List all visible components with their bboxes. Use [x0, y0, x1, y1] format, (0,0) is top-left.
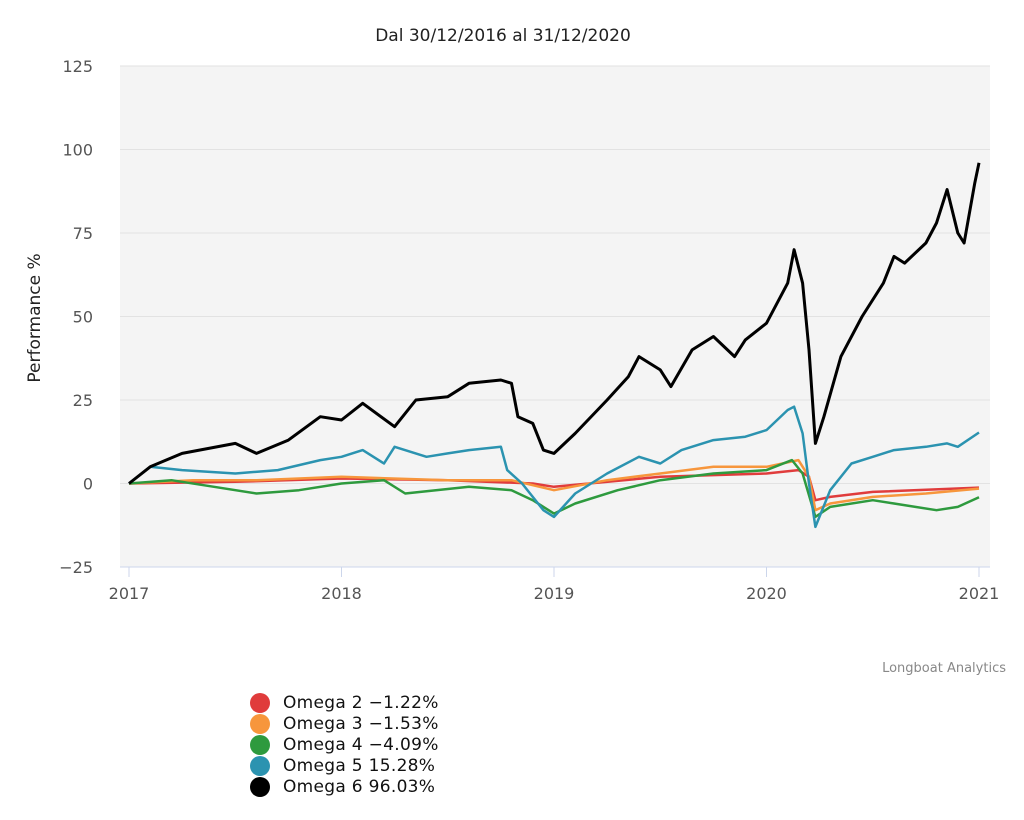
series-line-omega-3 [128, 458, 980, 512]
y-tick-label: 25 [73, 391, 93, 410]
series-line-omega-5 [128, 405, 980, 529]
x-tick-label: 2021 [959, 584, 1000, 603]
legend-label: Omega 2 −1.22% [283, 692, 439, 713]
legend-item-omega-3[interactable]: Omega 3 −1.53% [250, 713, 439, 734]
chart-credits[interactable]: Longboat Analytics [882, 661, 1006, 676]
legend-label: Omega 6 96.03% [283, 776, 436, 797]
chart-title: Dal 30/12/2016 al 31/12/2020 [375, 26, 631, 46]
series-lines [128, 162, 981, 529]
legend-label: Omega 5 15.28% [283, 755, 436, 776]
legend-item-omega-4[interactable]: Omega 4 −4.09% [250, 734, 439, 755]
legend-marker-icon [250, 755, 270, 776]
y-tick-label: −25 [59, 558, 93, 577]
y-tick-label: 100 [62, 141, 93, 160]
legend-label: Omega 3 −1.53% [283, 713, 439, 734]
y-axis-ticks: −25 0 25 50 75 100 125 [59, 57, 93, 577]
x-tick-label: 2020 [746, 584, 787, 603]
y-tick-label: 125 [62, 57, 93, 76]
legend-marker-icon [250, 692, 270, 713]
y-tick-label: 0 [83, 475, 93, 494]
gridlines [120, 65, 990, 484]
y-tick-label: 50 [73, 308, 93, 327]
x-axis-ticks: 2017 2018 2019 2020 2021 [109, 566, 1000, 603]
series-line-omega-6 [128, 162, 981, 485]
series-line-omega-4 [128, 458, 980, 519]
legend-marker-icon [250, 734, 270, 755]
legend-label: Omega 4 −4.09% [283, 734, 439, 755]
legend-item-omega-6[interactable]: Omega 6 96.03% [250, 776, 439, 797]
legend: Omega 2 −1.22% Omega 3 −1.53% Omega 4 −4.0… [250, 692, 439, 797]
y-tick-label: 75 [73, 224, 93, 243]
legend-item-omega-2[interactable]: Omega 2 −1.22% [250, 692, 439, 713]
legend-marker-icon [250, 776, 270, 797]
x-tick-label: 2017 [109, 584, 150, 603]
x-tick-label: 2019 [534, 584, 575, 603]
x-tick-label: 2018 [321, 584, 362, 603]
performance-chart: Dal 30/12/2016 al 31/12/2020 −25 0 25 50 75 1… [25, 26, 1006, 676]
legend-item-omega-5[interactable]: Omega 5 15.28% [250, 755, 439, 776]
y-axis-label: Performance % [25, 253, 45, 382]
legend-marker-icon [250, 713, 270, 734]
